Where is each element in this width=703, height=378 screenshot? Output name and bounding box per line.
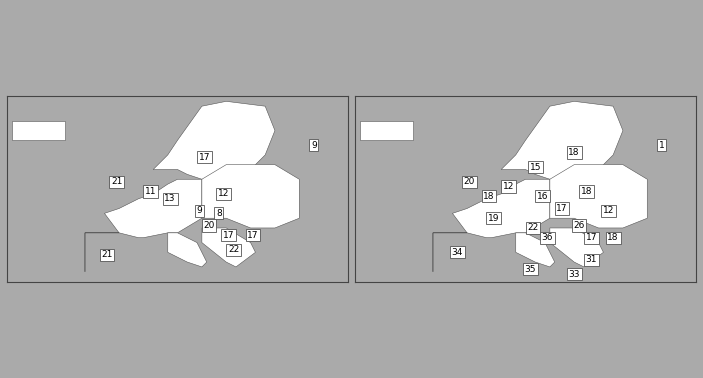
Polygon shape (550, 165, 647, 228)
Text: 12: 12 (503, 182, 514, 191)
Text: 16: 16 (537, 192, 548, 201)
Text: 17: 17 (247, 231, 259, 240)
Text: 22: 22 (228, 245, 239, 254)
Text: 18: 18 (581, 187, 592, 196)
Text: 20: 20 (464, 177, 475, 186)
Text: 18: 18 (607, 233, 619, 242)
Text: 9: 9 (197, 206, 202, 215)
Text: 31: 31 (586, 255, 597, 264)
Text: 8: 8 (216, 209, 221, 218)
Polygon shape (433, 179, 550, 272)
Text: 12: 12 (602, 206, 614, 215)
Text: 15: 15 (529, 163, 541, 172)
Text: 12: 12 (218, 189, 229, 198)
Polygon shape (516, 233, 555, 267)
Text: 18: 18 (569, 148, 580, 157)
Text: 17: 17 (198, 153, 210, 162)
Polygon shape (202, 165, 299, 228)
Text: 13: 13 (165, 194, 176, 203)
Text: 26: 26 (574, 221, 585, 230)
Text: 33: 33 (569, 270, 580, 279)
Polygon shape (202, 228, 255, 267)
Text: 20: 20 (203, 221, 215, 230)
Text: 1: 1 (659, 141, 665, 150)
Text: 17: 17 (586, 233, 597, 242)
Polygon shape (85, 179, 202, 272)
Polygon shape (550, 228, 603, 267)
Polygon shape (153, 101, 275, 179)
Text: 21: 21 (101, 250, 112, 259)
Text: 18: 18 (483, 192, 495, 201)
Text: 11: 11 (145, 187, 157, 196)
Polygon shape (12, 121, 65, 140)
Text: 21: 21 (111, 177, 122, 186)
Polygon shape (501, 101, 623, 179)
Text: 36: 36 (541, 233, 553, 242)
Text: 19: 19 (488, 214, 500, 223)
Text: 34: 34 (451, 248, 463, 257)
Text: 22: 22 (527, 223, 538, 232)
Polygon shape (360, 121, 413, 140)
Text: 9: 9 (311, 141, 317, 150)
Text: 35: 35 (524, 265, 536, 274)
Polygon shape (168, 233, 207, 267)
Text: 17: 17 (556, 204, 568, 213)
Text: 17: 17 (223, 231, 234, 240)
